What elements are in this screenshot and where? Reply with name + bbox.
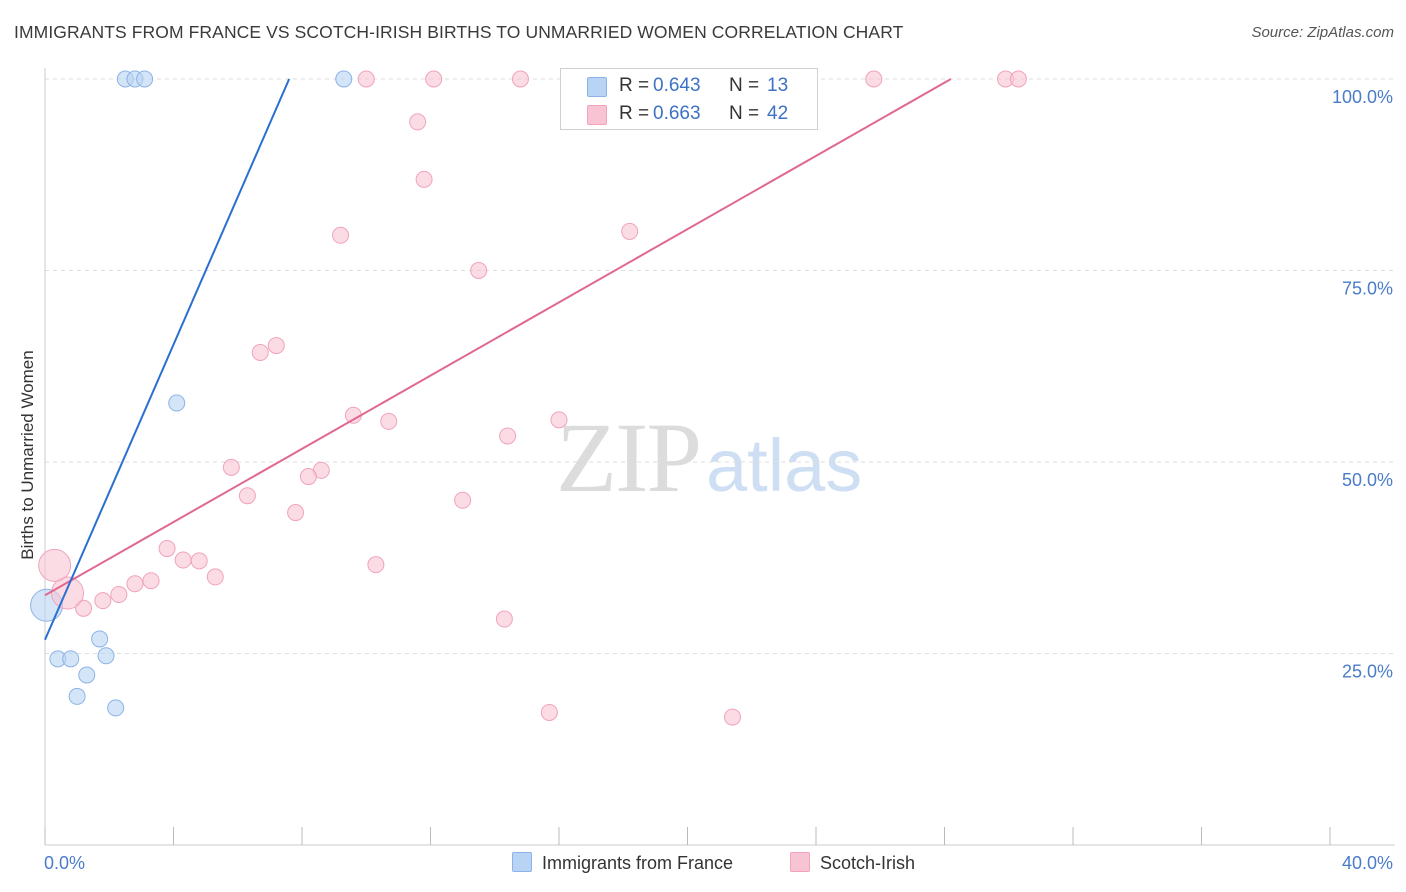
data-point	[190, 552, 208, 570]
bottom-legend-swatch-france	[512, 852, 532, 872]
data-point	[126, 575, 144, 593]
bottom-legend-swatch-scotch	[790, 852, 810, 872]
y-tick-label: 25.0%	[1342, 662, 1393, 682]
bottom-legend-france: Immigrants from France	[512, 852, 733, 874]
data-point	[380, 412, 398, 430]
data-point	[723, 708, 741, 726]
data-point	[174, 551, 192, 569]
data-point	[409, 113, 427, 131]
data-point	[91, 630, 109, 648]
legend: R = 0.643 N = 13 R = 0.663 N = 42	[560, 68, 818, 130]
legend-r-label: R =	[619, 103, 650, 124]
data-point	[621, 222, 639, 240]
axes	[44, 68, 1395, 846]
watermark-zip: ZIP	[556, 402, 702, 513]
data-point	[299, 468, 317, 486]
legend-r-value: 0.663	[653, 103, 701, 124]
legend-n-label: N =	[729, 103, 760, 124]
data-point	[287, 504, 305, 522]
data-point	[97, 647, 115, 665]
data-point	[222, 458, 240, 476]
data-point	[136, 70, 154, 88]
y-tick-label: 75.0%	[1342, 279, 1393, 299]
data-point	[142, 572, 160, 590]
data-point	[425, 70, 443, 88]
data-point	[454, 491, 472, 509]
data-point	[499, 427, 517, 445]
data-point	[267, 337, 285, 355]
trend-line-scotch	[44, 78, 952, 597]
legend-r-value: 0.643	[653, 75, 701, 96]
data-point	[367, 556, 385, 574]
data-point	[38, 548, 72, 582]
data-point	[68, 687, 86, 705]
legend-row-france: R = 0.643 N = 13	[561, 72, 817, 100]
grid-lines	[45, 78, 1395, 654]
data-point	[94, 592, 112, 610]
data-point	[550, 411, 568, 429]
trend-lines	[44, 78, 952, 641]
data-point	[158, 540, 176, 558]
data-point	[78, 666, 96, 684]
data-point	[251, 343, 269, 361]
bottom-legend-label-france: Immigrants from France	[542, 853, 734, 873]
legend-swatch-scotch	[587, 105, 607, 125]
chart-title: IMMIGRANTS FROM FRANCE VS SCOTCH-IRISH B…	[14, 22, 904, 42]
data-point	[206, 568, 224, 586]
watermark-atlas: atlas	[706, 424, 863, 507]
data-point	[107, 699, 125, 717]
data-point	[238, 487, 256, 505]
bottom-legend-scotch: Scotch-Irish	[790, 852, 915, 874]
x-tick-label: 40.0%	[1342, 853, 1393, 873]
data-point	[332, 226, 350, 244]
y-tick-label: 100.0%	[1332, 87, 1393, 107]
scotch-series	[38, 70, 1027, 726]
source-label: Source: ZipAtlas.com	[1251, 24, 1394, 41]
legend-r-label: R =	[619, 75, 650, 96]
data-point	[357, 70, 375, 88]
legend-row-scotch: R = 0.663 N = 42	[561, 100, 817, 128]
legend-n-value: 42	[767, 103, 789, 124]
data-point	[540, 703, 558, 721]
data-point	[168, 394, 186, 412]
watermark: ZIPatlas	[556, 400, 862, 515]
data-point	[495, 610, 513, 628]
data-point	[415, 170, 433, 188]
data-point	[62, 650, 80, 668]
france-series	[30, 70, 353, 717]
legend-n-value: 13	[767, 75, 789, 96]
x-tick-label: 0.0%	[44, 853, 85, 873]
data-point	[511, 70, 529, 88]
trend-line-france	[44, 78, 291, 641]
bottom-legend: Immigrants from France Scotch-Irish	[0, 852, 1406, 878]
data-point	[335, 70, 353, 88]
data-point	[110, 586, 128, 604]
tick-labels: 25.0% 50.0% 75.0% 100.0% 0.0% 40.0%	[44, 87, 1393, 873]
data-point	[75, 599, 93, 617]
data-point	[50, 576, 84, 610]
data-point	[1009, 70, 1027, 88]
bottom-legend-label-scotch: Scotch-Irish	[820, 853, 916, 873]
legend-n-label: N =	[729, 75, 760, 96]
data-point	[470, 262, 488, 279]
y-tick-label: 50.0%	[1342, 470, 1393, 490]
legend-swatch-france	[587, 77, 607, 97]
data-point	[865, 70, 883, 88]
